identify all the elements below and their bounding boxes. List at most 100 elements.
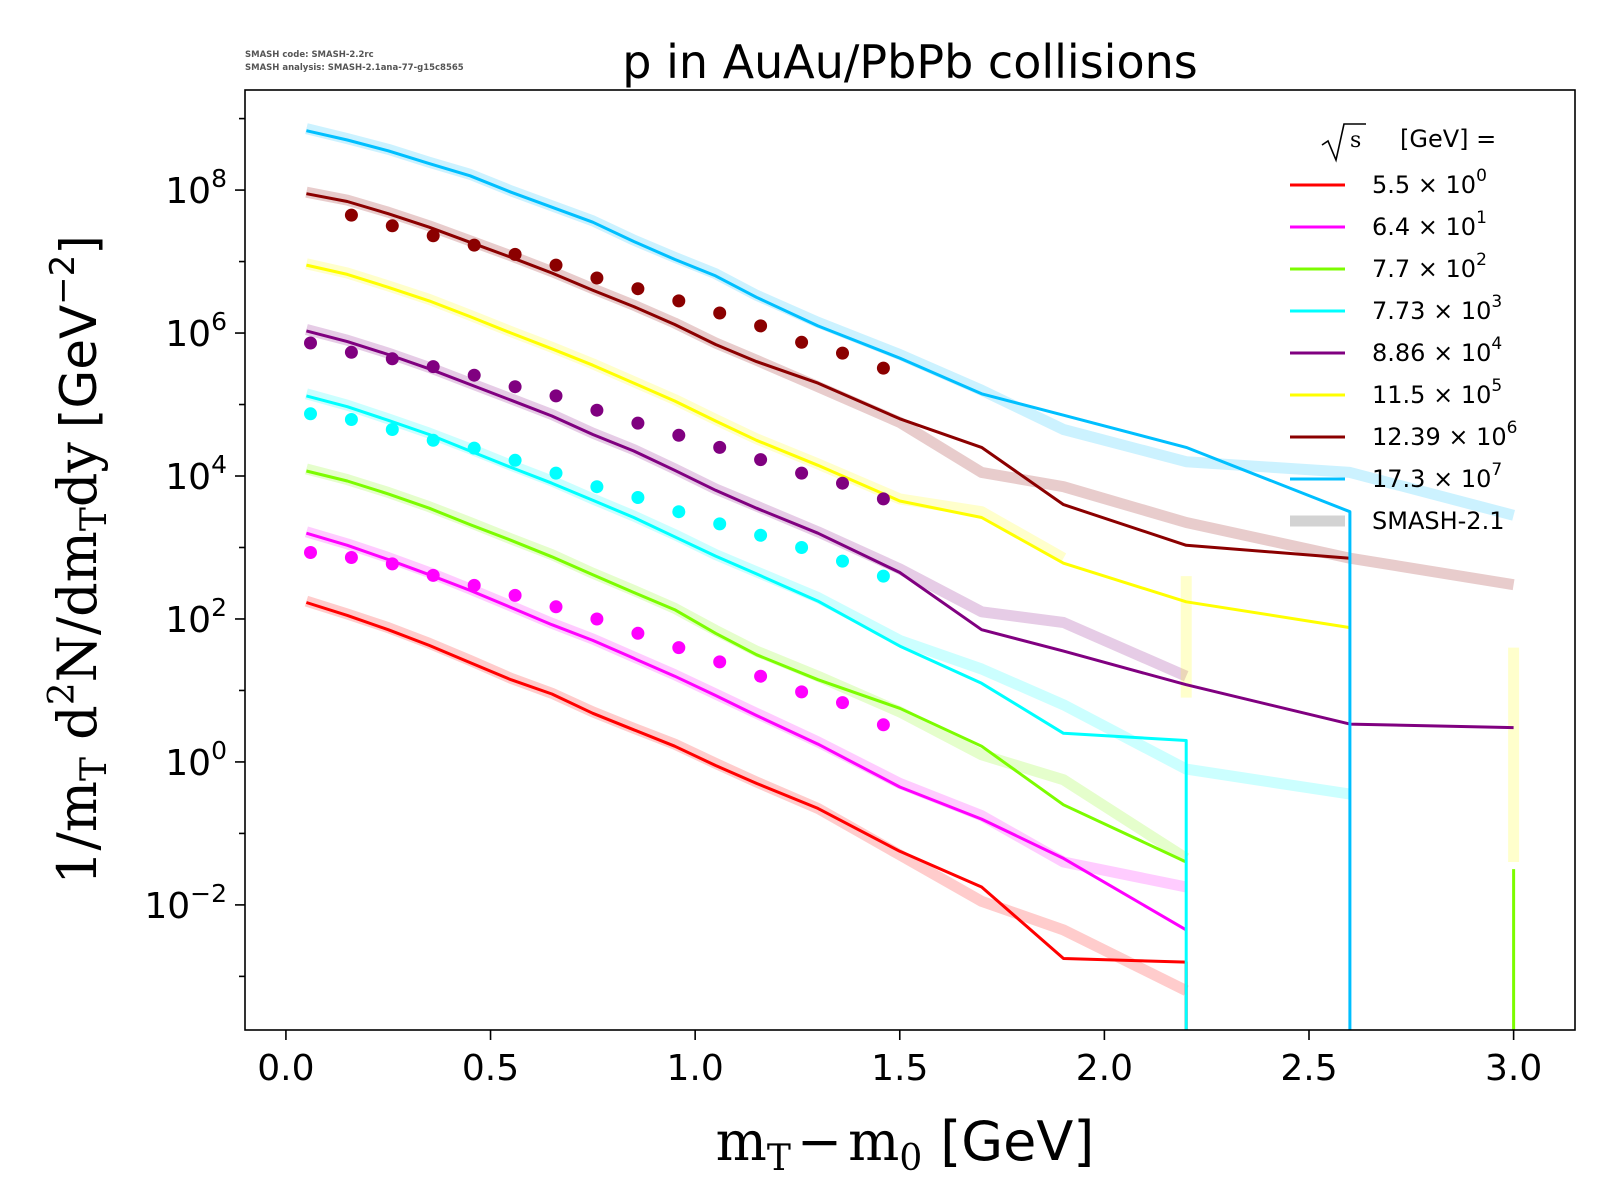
data-point-4-2 [385, 352, 399, 366]
data-point-3-5 [508, 453, 522, 467]
data-point-3-2 [385, 423, 399, 436]
data-point-4-4 [467, 368, 481, 382]
data-point-3-9 [672, 505, 686, 519]
data-point-6-13 [876, 361, 890, 375]
smash-reference-lines [304, 123, 1520, 996]
data-point-1-1 [344, 551, 358, 564]
data-point-6-9 [713, 306, 727, 320]
simulation-line-2 [306, 469, 1187, 864]
data-point-3-0 [304, 407, 317, 421]
data-point-3-3 [426, 433, 440, 447]
data-point-4-9 [672, 428, 686, 442]
y-tick-label-0: 10−2 [144, 879, 227, 927]
x-axis-label: mT − m0 [GeV] [716, 1110, 1095, 1179]
data-point-6-7 [631, 282, 645, 296]
y-tick-label-3: 104 [165, 450, 227, 498]
chart-title: p in AuAu/PbPb collisions [622, 35, 1197, 89]
x-tick-label-4: 2.0 [1076, 1048, 1133, 1089]
legend-label-2: 7.7 × 102 [1372, 250, 1487, 283]
x-tick-label-2: 1.0 [667, 1048, 724, 1089]
x-tick-label-6: 3.0 [1485, 1048, 1542, 1089]
legend-header: s [GeV] = [1321, 123, 1496, 163]
data-point-1-0 [304, 546, 317, 559]
y-tick-label-2: 102 [165, 593, 227, 641]
data-point-1-12 [795, 685, 809, 699]
y-axis-ticks: 10−2 100 102 104 106 108 [144, 117, 245, 978]
data-point-6-8 [672, 294, 686, 308]
data-point-1-11 [754, 669, 768, 683]
x-tick-label-0: 0.0 [257, 1048, 314, 1089]
x-axis-ticks: 0.0 0.5 1.0 1.5 2.0 2.5 3.0 [257, 1030, 1542, 1089]
data-point-6-10 [754, 319, 768, 333]
data-point-1-10 [713, 655, 727, 669]
data-point-1-8 [631, 626, 645, 640]
data-point-3-8 [631, 491, 645, 504]
experimental-data-points [304, 208, 890, 732]
data-point-3-13 [836, 554, 849, 568]
smash-reference-line-0 [304, 595, 1189, 996]
smash-reference-line-3 [304, 388, 1351, 800]
data-point-1-14 [876, 718, 890, 732]
data-point-4-3 [426, 360, 440, 374]
version-line-code: SMASH code: SMASH-2.2rc [245, 50, 374, 60]
data-point-4-0 [304, 336, 317, 350]
legend: s [GeV] = 5.5 × 100 6.4 × 101 7.7 × 102 7.7… [1290, 123, 1517, 535]
version-line-analysis: SMASH analysis: SMASH-2.1ana-77-g15c8565 [245, 63, 464, 73]
x-tick-label-5: 2.5 [1280, 1048, 1337, 1089]
data-point-6-5 [549, 258, 563, 272]
data-point-3-1 [344, 413, 358, 426]
data-point-1-4 [467, 578, 481, 592]
data-point-6-0 [344, 208, 358, 222]
data-point-3-11 [754, 528, 768, 542]
data-point-6-6 [590, 271, 604, 285]
simulation-lines [305, 129, 1516, 1030]
legend-label-1: 6.4 × 101 [1372, 208, 1487, 241]
data-point-1-6 [549, 600, 563, 614]
data-point-4-5 [508, 380, 522, 394]
data-point-6-4 [508, 247, 522, 261]
data-point-1-2 [385, 557, 399, 571]
y-axis-label: 1/mT d2N/dmTdy[GeV−2] [42, 235, 115, 885]
data-point-6-12 [836, 346, 849, 360]
data-point-4-10 [713, 440, 727, 454]
legend-header-unit: [GeV] = [1400, 125, 1496, 153]
sqrt-icon [1321, 123, 1366, 163]
data-point-1-13 [836, 696, 849, 710]
version-info: SMASH code: SMASH-2.2rc SMASH analysis: … [245, 50, 464, 73]
data-point-4-1 [344, 345, 358, 359]
plot-frame [244, 89, 1576, 1031]
legend-label-6: 12.39 × 106 [1372, 418, 1517, 451]
data-point-4-6 [549, 389, 563, 403]
simulation-line-5 [306, 263, 1351, 630]
simulation-line-7 [306, 129, 1352, 1030]
y-tick-label-1: 100 [165, 736, 227, 784]
legend-label-5: 11.5 × 105 [1372, 376, 1502, 409]
x-tick-label-3: 1.5 [871, 1048, 928, 1089]
y-tick-label-5: 108 [165, 164, 227, 212]
data-point-3-10 [713, 517, 727, 531]
data-point-3-4 [467, 441, 481, 455]
data-point-3-12 [795, 541, 809, 554]
simulation-line-3 [306, 394, 1188, 1030]
legend-header-sqrt-arg: s [1350, 128, 1361, 153]
data-point-6-11 [795, 335, 809, 349]
simulation-line-6 [306, 192, 1351, 560]
data-point-1-7 [590, 612, 604, 626]
data-point-3-7 [590, 480, 604, 494]
legend-entries: 5.5 × 100 6.4 × 101 7.7 × 102 7.73 × 103 8.8… [1290, 166, 1517, 535]
legend-label-7: 17.3 × 107 [1372, 460, 1502, 493]
simulation-line-1 [305, 531, 1187, 932]
data-point-4-12 [795, 466, 809, 480]
data-point-3-14 [876, 569, 890, 583]
legend-label-3: 7.73 × 103 [1372, 292, 1502, 325]
data-point-4-14 [876, 492, 890, 506]
simulation-line-0 [305, 601, 1188, 1030]
data-point-4-11 [754, 453, 768, 467]
data-point-4-13 [836, 476, 849, 490]
legend-label-0: 5.5 × 100 [1372, 166, 1487, 199]
legend-label-smash: SMASH-2.1 [1372, 507, 1504, 535]
data-point-4-8 [631, 416, 645, 430]
smash-reference-line-5 [305, 258, 1067, 563]
data-point-6-1 [385, 219, 399, 233]
